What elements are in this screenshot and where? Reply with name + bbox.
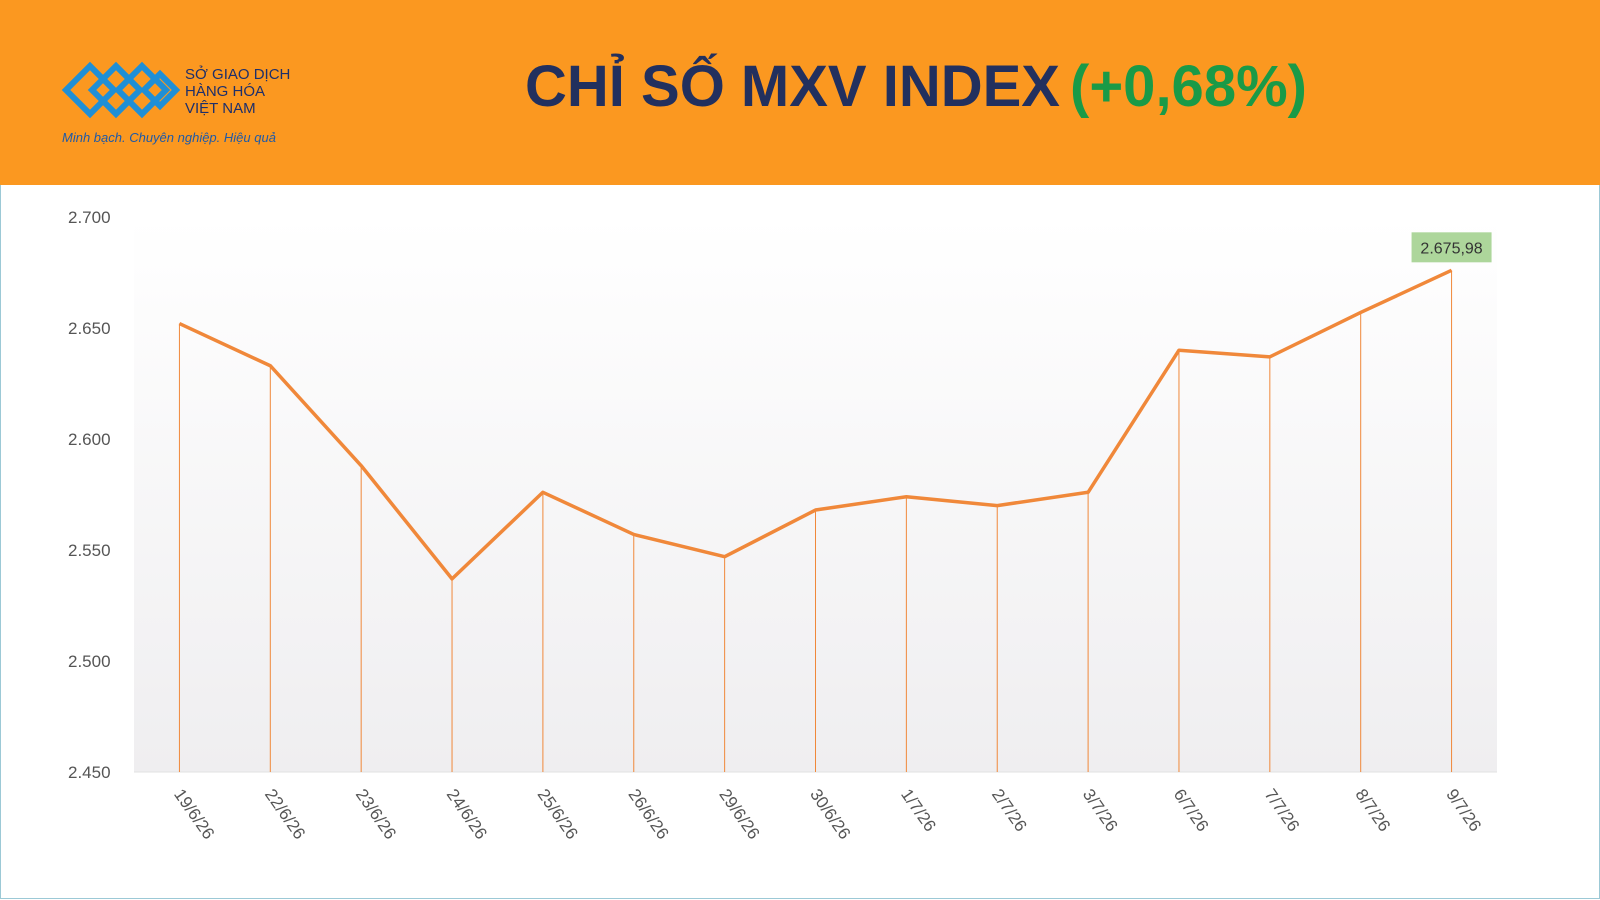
value-label-box — [1411, 232, 1492, 263]
header — [0, 0, 1600, 185]
y-tick-label: 2.650 — [68, 319, 111, 338]
x-tick-label: 6/7/26 — [1170, 785, 1213, 835]
x-tick-label: 8/7/26 — [1351, 785, 1394, 835]
x-tick-label: 9/7/26 — [1442, 785, 1485, 835]
y-tick-label: 2.600 — [68, 430, 111, 449]
org-line: SỞ GIAO DỊCH — [185, 65, 290, 83]
slogan: Minh bạch. Chuyên nghiệp. Hiệu quả — [62, 130, 276, 145]
series-line — [178, 268, 1453, 581]
x-tick-label: 1/7/26 — [897, 785, 940, 835]
org-line: VIỆT NAM — [185, 100, 256, 117]
x-tick-label: 26/6/26 — [624, 785, 672, 842]
x-tick-label: 29/6/26 — [715, 785, 763, 842]
x-tick-label: 19/6/26 — [170, 785, 218, 842]
y-tick-label: 2.550 — [68, 541, 111, 560]
logo-mark — [61, 61, 181, 119]
x-tick-label: 24/6/26 — [443, 785, 491, 842]
x-tick-label: 25/6/26 — [534, 785, 582, 842]
y-tick-label: 2.500 — [68, 652, 111, 671]
value-label: 2.675,98 — [1420, 240, 1482, 257]
x-tick-label: 30/6/26 — [806, 785, 854, 842]
x-tick-label: 23/6/26 — [352, 785, 400, 842]
y-tick-label: 2.450 — [68, 763, 111, 782]
title: CHỈ SỐ MXV INDEX — [525, 54, 1060, 119]
org-line: HÀNG HÓA — [185, 83, 265, 100]
x-tick-label: 22/6/26 — [261, 785, 309, 842]
y-tick-label: 2.700 — [68, 208, 111, 227]
x-tick-label: 7/7/26 — [1261, 785, 1304, 835]
x-tick-label: 2/7/26 — [988, 785, 1031, 835]
change: (+0,68%) — [1070, 54, 1307, 119]
x-tick-label: 3/7/26 — [1079, 785, 1122, 835]
